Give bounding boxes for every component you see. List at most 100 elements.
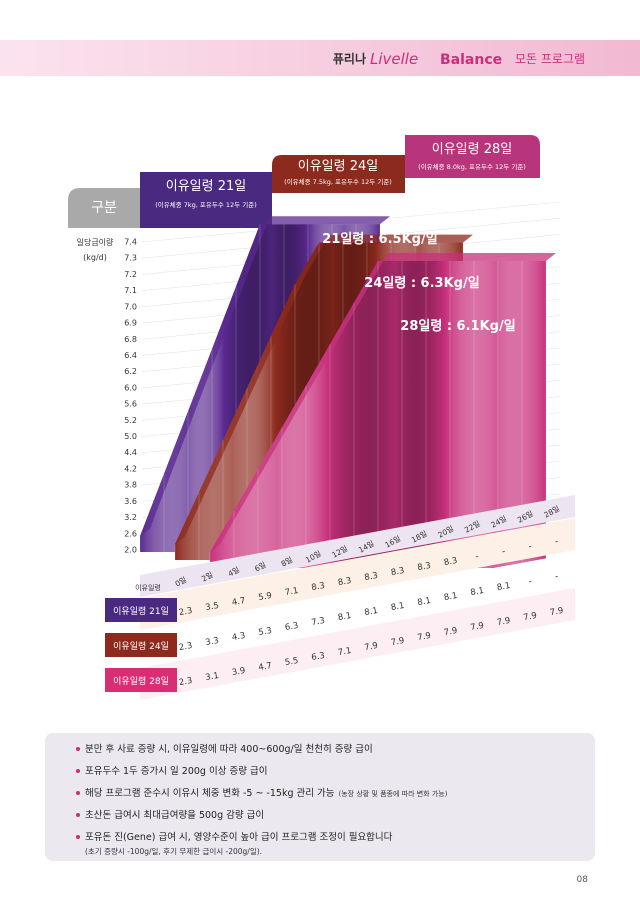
corner-box	[68, 188, 140, 228]
table-cell: 7.9	[549, 606, 564, 618]
table-cell: 7.9	[417, 631, 432, 643]
table-band	[140, 553, 575, 665]
note-text: 초산돈 급여시 최대급여량을 500g 감량 급이	[85, 809, 264, 821]
series-name: 이유일령 24일	[298, 159, 378, 174]
y-axis-label: 6.0	[124, 383, 137, 392]
y-axis-label: 3.2	[124, 513, 137, 522]
y-axis-label: 2.6	[124, 529, 137, 538]
table-cell: 2.3	[178, 606, 193, 618]
note-sub: (농장 상황 및 품종에 따라 변화 가능)	[338, 789, 447, 798]
table-cell: 7.9	[470, 621, 485, 633]
product: Balance	[440, 52, 502, 68]
table-cell: 8.1	[364, 606, 379, 618]
bullet	[76, 835, 80, 839]
table-band	[140, 588, 575, 700]
row-label-box	[105, 598, 177, 622]
table-cell: 4.7	[258, 661, 273, 673]
y-axis-label: 3.6	[124, 497, 137, 506]
table-cell: 8.1	[390, 601, 405, 613]
table-cell: 6.3	[284, 621, 299, 633]
table-cell: 8.1	[470, 586, 485, 598]
note-text: 포유두수 1두 증가시 일 200g 이상 증량 급이	[85, 765, 267, 777]
annotation: 24일령 : 6.3Kg/일	[364, 276, 479, 291]
note-text: 해당 프로그램 준수시 이유시 체중 변화 -5 ~ -15kg 관리 가능	[85, 787, 335, 799]
annotation: 21일령 : 6.5Kg/일	[322, 232, 437, 247]
table-cell: 7.1	[284, 586, 299, 598]
y-axis-unit: (kg/d)	[83, 253, 107, 262]
y-axis-label: 7.1	[124, 286, 137, 295]
series-subtitle: (이유체중 7.5kg, 포유두수 12두 기준)	[284, 177, 392, 186]
y-axis-label: 3.8	[124, 481, 137, 490]
table-cell: 6.3	[311, 651, 326, 663]
table-cell: 8.3	[311, 581, 326, 593]
table-band	[140, 518, 575, 630]
y-axis-label: 5.2	[124, 416, 137, 425]
bullet	[76, 747, 80, 751]
row-label: 이유일령 24일	[113, 640, 169, 652]
table-cell: 2.3	[178, 676, 193, 688]
y-axis-label: 7.2	[124, 270, 137, 279]
note-text: 포유돈 진(Gene) 급여 시, 영양수준이 높아 급이 프로그램 조정이 필…	[85, 831, 393, 843]
table-cell: 7.9	[443, 626, 458, 638]
header-21	[140, 172, 272, 228]
row-label: 이유일령 28일	[113, 675, 169, 687]
table-cell: 3.5	[205, 601, 220, 613]
table-cell: -	[554, 537, 559, 547]
y-axis-label: 4.2	[124, 464, 137, 473]
table-cell: 8.1	[443, 591, 458, 603]
y-axis-label: 7.0	[124, 302, 137, 311]
row-label-box	[105, 668, 177, 692]
y-axis-label: 6.2	[124, 367, 137, 376]
bullet	[76, 791, 80, 795]
y-axis-label: 7.3	[124, 254, 137, 263]
table-cell: 8.3	[364, 571, 379, 583]
table-cell: 7.9	[390, 636, 405, 648]
series-subtitle: (이유체중 8.0kg, 포유두수 12두 기준)	[418, 162, 526, 171]
table-cell: -	[501, 547, 506, 557]
header-bar	[0, 40, 640, 76]
y-axis-label: 6.9	[124, 319, 137, 328]
table-cell: 7.3	[311, 616, 326, 628]
table-band	[140, 495, 575, 597]
brand: 퓨리나	[333, 51, 366, 66]
table-cell: 8.3	[417, 561, 432, 573]
table-cell: 5.3	[258, 626, 273, 638]
table-cell: 8.3	[337, 576, 352, 588]
y-axis-label: 5.6	[124, 400, 137, 409]
table-cell: 5.5	[284, 656, 299, 668]
notes: 분만 후 사료 증량 시, 이유일령에 따라 400~600g/일 천천히 증량…	[76, 743, 448, 856]
header-24	[272, 155, 405, 193]
table-cell: 7.9	[523, 611, 538, 623]
table-cell: 8.1	[417, 596, 432, 608]
table-cell: 7.1	[337, 646, 352, 658]
y-axis-label: 6.4	[124, 351, 137, 360]
row-label-box	[105, 633, 177, 657]
table-cell: -	[475, 552, 480, 562]
series-name: 이유일령 28일	[432, 142, 512, 157]
row-label: 이유일령 21일	[113, 605, 169, 617]
x-axis-title: 이유일령	[135, 583, 161, 592]
corner-label: 구분	[91, 200, 117, 216]
notes-box	[45, 733, 595, 861]
table-cell: 4.7	[231, 596, 246, 608]
y-axis-title: 일당급이량	[77, 237, 114, 247]
program: 모돈 프로그램	[515, 52, 585, 66]
annotation: 28일령 : 6.1Kg/일	[400, 319, 515, 334]
series-name: 이유일령 21일	[166, 179, 246, 194]
logo: Livelle	[370, 50, 418, 68]
table-cell: -	[528, 542, 533, 552]
table-cell: 3.9	[231, 666, 246, 678]
table-cell: -	[554, 572, 559, 582]
table-cell: 8.1	[337, 611, 352, 623]
note-sub: (초기 증량시 -100g/일, 후기 무제한 급이시 -200g/일).	[85, 846, 262, 856]
y-axis-label: 4.4	[124, 448, 137, 457]
note-text: 분만 후 사료 증량 시, 이유일령에 따라 400~600g/일 천천히 증량…	[85, 743, 373, 755]
bullet	[76, 769, 80, 773]
table-cell: 8.1	[496, 581, 511, 593]
table-cell: 4.3	[231, 631, 246, 643]
y-axis-label: 7.4	[124, 238, 137, 247]
series-subtitle: (이유체중 7kg, 포유두수 12두 기준)	[155, 200, 256, 209]
table-cell: 3.1	[205, 671, 220, 683]
